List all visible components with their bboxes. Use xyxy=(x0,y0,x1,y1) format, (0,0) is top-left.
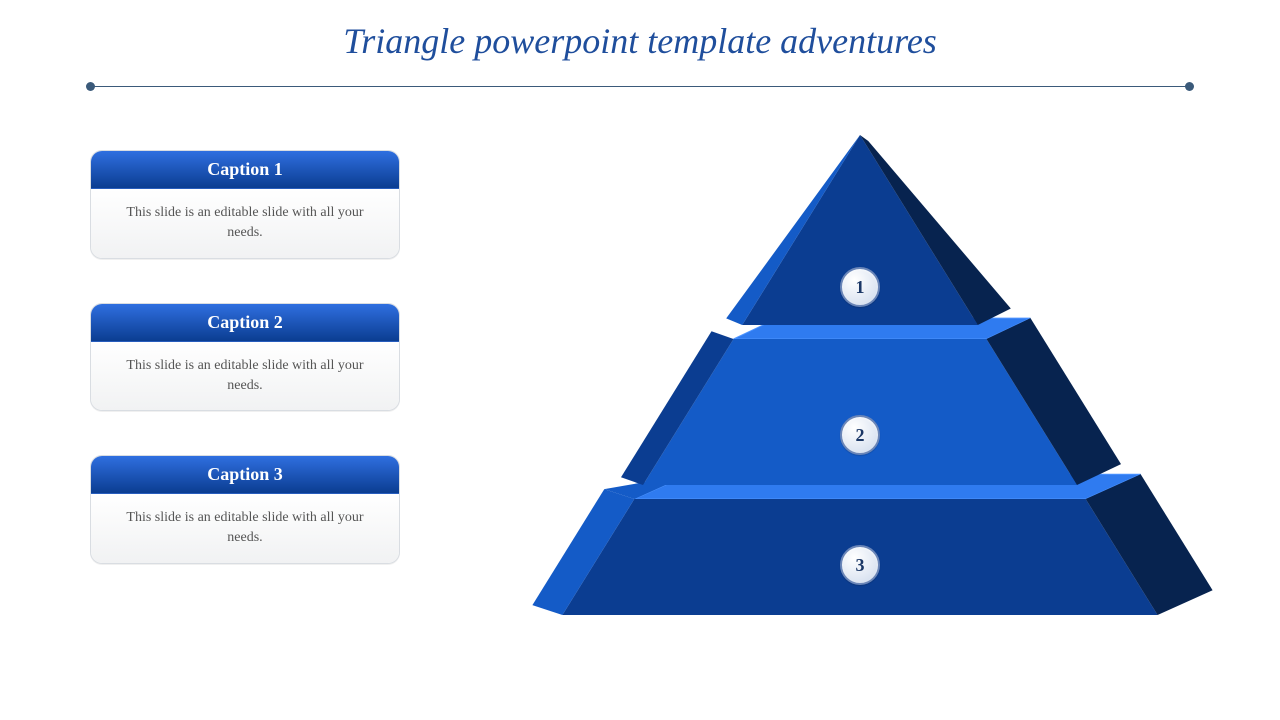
pyramid-badge-2: 2 xyxy=(840,415,880,455)
divider-dot-right xyxy=(1185,82,1194,91)
card-1-header: Caption 1 xyxy=(91,151,399,189)
pyramid-badge-1: 1 xyxy=(840,267,880,307)
card-3: Caption 3 This slide is an editable slid… xyxy=(90,455,400,564)
card-2-body: This slide is an editable slide with all… xyxy=(91,342,399,411)
card-1: Caption 1 This slide is an editable slid… xyxy=(90,150,400,259)
caption-cards: Caption 1 This slide is an editable slid… xyxy=(90,150,400,564)
card-2-header: Caption 2 xyxy=(91,304,399,342)
pyramid-badge-2-label: 2 xyxy=(856,425,865,446)
title-divider xyxy=(90,82,1190,92)
pyramid-svg xyxy=(520,115,1220,675)
pyramid-badge-3: 3 xyxy=(840,545,880,585)
divider-line xyxy=(90,86,1190,87)
card-3-header: Caption 3 xyxy=(91,456,399,494)
slide: Triangle powerpoint template adventures … xyxy=(0,0,1280,720)
card-1-body: This slide is an editable slide with all… xyxy=(91,189,399,258)
slide-title: Triangle powerpoint template adventures xyxy=(0,20,1280,62)
pyramid-badge-1-label: 1 xyxy=(856,277,865,298)
card-2: Caption 2 This slide is an editable slid… xyxy=(90,303,400,412)
card-3-body: This slide is an editable slide with all… xyxy=(91,494,399,563)
pyramid-diagram: 1 2 3 xyxy=(520,115,1220,675)
divider-dot-left xyxy=(86,82,95,91)
pyramid-badge-3-label: 3 xyxy=(856,555,865,576)
